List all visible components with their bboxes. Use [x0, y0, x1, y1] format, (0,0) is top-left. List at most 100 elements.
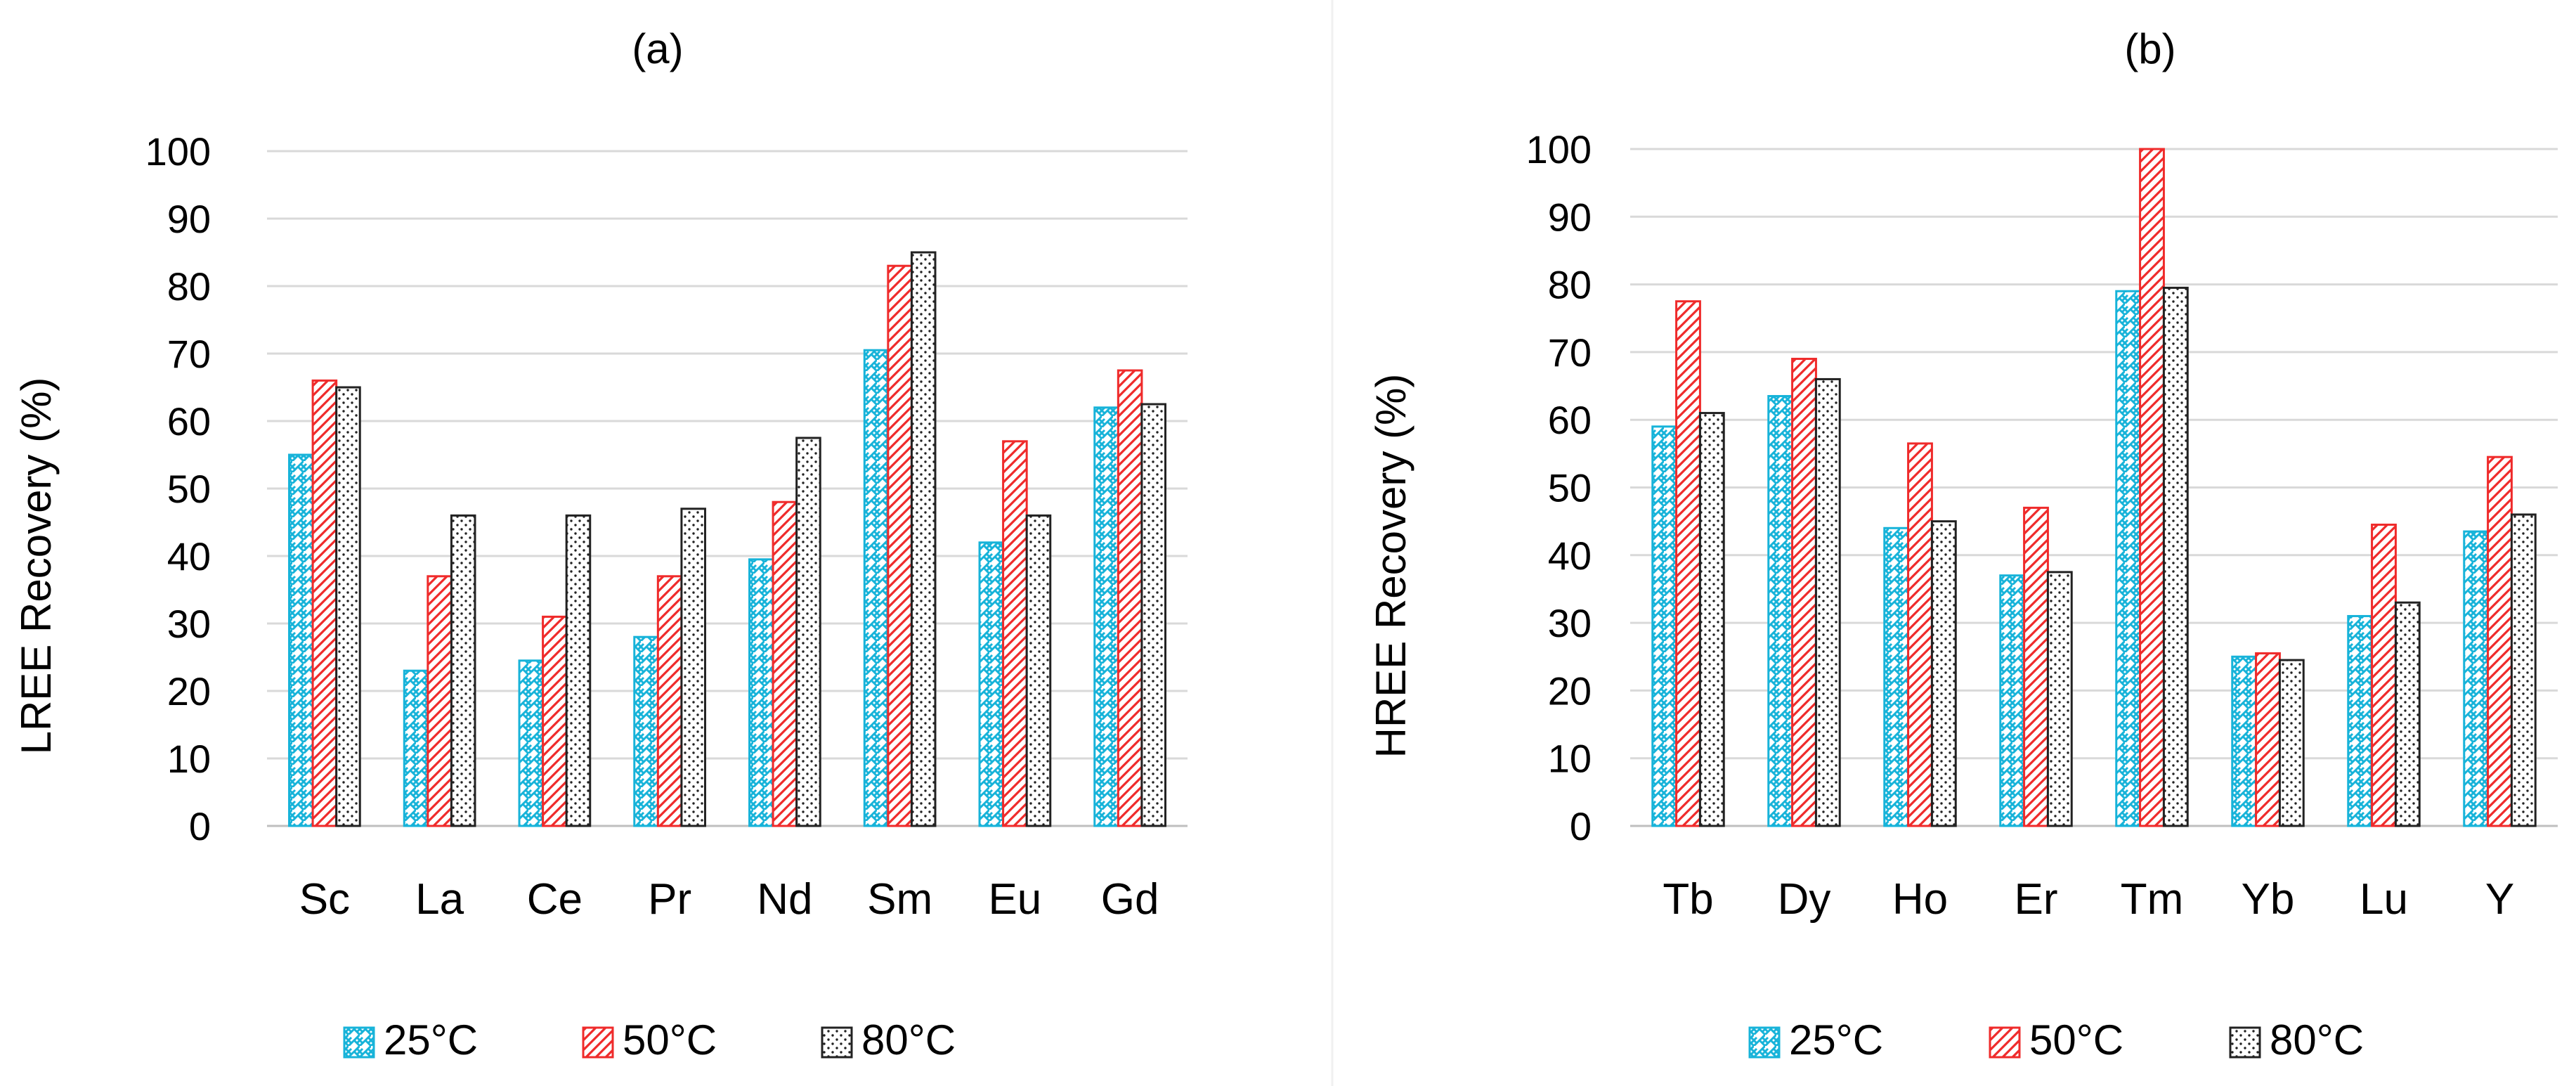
bar-50c-y	[2487, 455, 2513, 827]
bar-50c-ho	[1907, 442, 1933, 827]
x-tick-label: Sc	[299, 875, 350, 924]
y-tick-label: 40	[1548, 534, 1592, 578]
bar-25c-ho	[1883, 526, 1910, 827]
bar-25c-gd	[1093, 406, 1119, 827]
y-tick-label: 10	[1548, 737, 1592, 781]
y-tick-label: 90	[167, 197, 211, 241]
bar-80c-y	[2510, 513, 2537, 827]
x-tick-label: Ho	[1892, 875, 1948, 924]
legend-item-50c: 50°C	[582, 1016, 717, 1064]
bar-50c-er	[2023, 506, 2049, 827]
y-tick-labels: 0 10 20 30 40 50 60 70 80 90 100	[145, 129, 211, 848]
bar-80c-pr	[680, 508, 706, 827]
bar-80c-ce	[565, 514, 592, 827]
legend-swatch-25c	[1748, 1026, 1781, 1059]
legend-label-25c: 25°C	[1789, 1016, 1883, 1064]
bars	[1651, 148, 2537, 827]
bar-25c-nd	[748, 558, 774, 827]
bar-25c-lu	[2347, 614, 2374, 827]
bar-50c-tm	[2139, 148, 2165, 827]
x-tick-label: Er	[2015, 875, 2058, 924]
y-tick-label: 90	[1548, 195, 1592, 239]
y-tick-label: 0	[1570, 804, 1592, 848]
bar-50c-tb	[1675, 300, 1701, 827]
x-tick-label: Ce	[527, 875, 583, 924]
y-tick-label: 60	[1548, 398, 1592, 442]
legend-item-50c: 50°C	[1989, 1016, 2123, 1064]
y-tick-label: 60	[167, 399, 211, 444]
bar-25c-sc	[288, 453, 314, 827]
y-tick-label: 70	[1548, 330, 1592, 375]
legend-item-80c: 80°C	[2229, 1016, 2364, 1064]
bar-25c-tb	[1651, 425, 1678, 827]
bar-25c-tm	[2115, 290, 2142, 827]
x-tick-label: Dy	[1778, 875, 1831, 924]
bar-80c-sm	[910, 251, 937, 827]
legend-swatch-80c	[2229, 1026, 2261, 1059]
bar-50c-nd	[772, 500, 798, 827]
bar-25c-pr	[633, 635, 659, 827]
bar-50c-lu	[2371, 523, 2397, 827]
legend-label-80c: 80°C	[861, 1016, 956, 1064]
y-tick-label: 80	[1548, 263, 1592, 307]
bar-50c-ce	[542, 615, 568, 827]
bar-80c-yb	[2278, 659, 2305, 827]
y-axis-label: LREE Recovery (%)	[13, 377, 60, 755]
legend-swatch-25c	[343, 1026, 375, 1059]
bar-50c-pr	[656, 575, 683, 827]
bar-50c-yb	[2255, 652, 2281, 827]
y-tick-label: 50	[1548, 466, 1592, 510]
bar-50c-eu	[1002, 440, 1028, 827]
y-axis-label: HREE Recovery (%)	[1367, 374, 1414, 758]
bar-50c-sm	[887, 264, 913, 827]
x-tick-label: Eu	[988, 875, 1041, 924]
x-tick-labels: Tb Dy Ho Er Tm Yb Lu Y	[1663, 875, 2514, 924]
y-tick-label: 80	[167, 264, 211, 309]
x-tick-label: Y	[2485, 875, 2514, 924]
y-tick-labels: 0 10 20 30 40 50 60 70 80 90 100	[1526, 127, 1592, 848]
bar-50c-gd	[1117, 369, 1143, 827]
bar-80c-nd	[795, 437, 821, 827]
bar-25c-la	[403, 669, 429, 827]
legend-label-80c: 80°C	[2270, 1016, 2364, 1064]
legend-item-80c: 80°C	[821, 1016, 956, 1064]
bar-25c-y	[2463, 530, 2490, 827]
y-tick-label: 50	[167, 467, 211, 511]
y-tick-label: 20	[1548, 668, 1592, 713]
legend-label-50c: 50°C	[2029, 1016, 2123, 1064]
chart-title: (a)	[632, 25, 683, 72]
legend-item-25c: 25°C	[1748, 1016, 1883, 1064]
legend: 25°C 50°C 80°C	[343, 1016, 956, 1064]
bar-80c-ho	[1930, 520, 1957, 827]
bar-80c-sc	[335, 386, 361, 827]
y-tick-label: 0	[189, 804, 211, 848]
bar-80c-tm	[2162, 286, 2189, 827]
bar-80c-la	[450, 514, 476, 827]
legend-swatch-50c	[1989, 1026, 2021, 1059]
bar-25c-sm	[863, 349, 890, 827]
x-tick-labels: Sc La Ce Pr Nd Sm Eu Gd	[299, 875, 1159, 924]
legend-swatch-50c	[582, 1026, 614, 1059]
bar-25c-er	[1999, 574, 2026, 827]
legend-label-25c: 25°C	[384, 1016, 478, 1064]
y-tick-label: 40	[167, 534, 211, 578]
legend: 25°C 50°C 80°C	[1748, 1016, 2364, 1064]
bar-80c-eu	[1025, 514, 1052, 827]
x-tick-label: La	[415, 875, 464, 924]
bar-80c-er	[2046, 571, 2073, 827]
bar-50c-sc	[311, 379, 338, 827]
chart-panel-b: (b) HREE Recovery (%) 0 10 20 30 40 50 60 70 80 9…	[1367, 25, 2558, 1064]
y-tick-label: 30	[167, 602, 211, 646]
x-tick-label: Nd	[757, 875, 812, 924]
legend-item-25c: 25°C	[343, 1016, 478, 1064]
y-tick-label: 100	[145, 129, 211, 174]
y-tick-label: 10	[167, 737, 211, 781]
y-tick-label: 70	[167, 332, 211, 376]
bar-50c-dy	[1791, 358, 1817, 827]
y-tick-label: 100	[1526, 127, 1592, 172]
bar-25c-yb	[2231, 655, 2258, 827]
chart-panel-a: (a) LREE Recovery (%) 0 10 20 30 40 50 60 70 80 9…	[13, 25, 1188, 1064]
x-tick-label: Lu	[2360, 875, 2408, 924]
bar-25c-ce	[518, 659, 545, 827]
